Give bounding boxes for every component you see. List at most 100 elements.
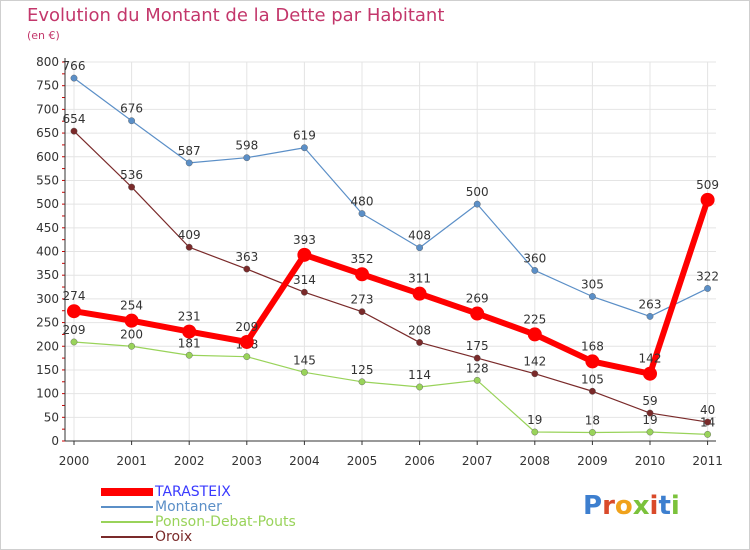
x-tick-label: 2000 [59, 454, 90, 468]
data-point [243, 353, 251, 361]
proxiti-logo: Proxiti [583, 491, 680, 521]
data-point [300, 368, 308, 376]
data-label: 500 [466, 185, 489, 199]
data-point [243, 265, 251, 273]
x-tick-label: 2001 [116, 454, 147, 468]
data-label: 311 [408, 272, 431, 286]
data-point [300, 288, 308, 296]
data-point [531, 428, 539, 436]
data-point [128, 342, 136, 350]
legend-swatch [101, 521, 153, 523]
y-tick-label: 450 [36, 221, 59, 235]
data-label: 363 [235, 250, 258, 264]
x-tick-label: 2007 [462, 454, 493, 468]
legend-label: Montaner [155, 499, 222, 515]
data-label: 360 [523, 251, 546, 265]
data-point [185, 159, 193, 167]
data-label: 168 [581, 339, 604, 353]
data-label: 409 [178, 228, 201, 242]
data-point [646, 409, 654, 417]
data-point [70, 74, 78, 82]
data-point [358, 378, 366, 386]
data-label: 408 [408, 229, 431, 243]
data-point [182, 324, 197, 339]
data-label: 181 [178, 336, 201, 350]
chart-title: Evolution du Montant de la Dette par Hab… [27, 5, 445, 26]
chart-subtitle: (en €) [27, 29, 60, 42]
data-point [473, 376, 481, 384]
data-point [412, 286, 427, 301]
x-tick-label: 2002 [174, 454, 205, 468]
data-point [704, 285, 711, 292]
series-line-oroix [73, 130, 708, 423]
data-label: 142 [639, 352, 662, 366]
data-label: 269 [466, 292, 489, 306]
data-point [128, 183, 136, 191]
data-label: 200 [120, 327, 143, 341]
y-tick-label: 750 [36, 79, 59, 93]
data-label: 509 [696, 178, 719, 192]
legend-label: TARASTEIX [155, 484, 231, 500]
data-label: 263 [639, 297, 662, 311]
series-line-ponson-debat-pouts [73, 341, 708, 435]
data-point [531, 370, 539, 378]
data-label: 314 [293, 273, 316, 287]
data-label: 676 [120, 102, 143, 116]
legend-item: TARASTEIX [101, 485, 361, 500]
y-tick-label: 50 [44, 410, 59, 424]
data-point [124, 313, 139, 328]
data-label: 536 [120, 168, 143, 182]
data-point [128, 117, 136, 125]
series-line-montaner [73, 77, 708, 318]
data-label: 393 [293, 233, 316, 247]
x-tick-label: 2008 [520, 454, 551, 468]
y-tick-label: 550 [36, 173, 59, 187]
data-point [704, 430, 711, 438]
data-point [646, 428, 654, 436]
y-tick-label: 0 [51, 434, 59, 448]
data-label: 305 [581, 278, 604, 292]
legend-item: Ponson-Debat-Pouts [101, 515, 361, 530]
data-label: 209 [63, 323, 86, 337]
x-tick-label: 2010 [635, 454, 666, 468]
data-label: 273 [351, 293, 374, 307]
data-label: 654 [63, 112, 86, 126]
x-tick-label: 2006 [404, 454, 435, 468]
data-label: 18 [585, 413, 600, 427]
y-tick-label: 350 [36, 268, 59, 282]
data-label: 322 [696, 269, 719, 283]
data-point [470, 306, 485, 321]
data-label: 598 [235, 139, 258, 153]
data-point [70, 338, 78, 346]
data-point [416, 383, 423, 391]
x-tick-label: 2004 [289, 454, 320, 468]
data-label: 587 [178, 144, 201, 158]
data-point [589, 387, 596, 395]
data-label: 105 [581, 372, 604, 386]
data-label: 128 [466, 361, 489, 375]
data-point [585, 354, 600, 369]
data-label: 142 [523, 355, 546, 369]
data-point [358, 308, 366, 316]
y-tick-label: 200 [36, 339, 59, 353]
data-point [704, 418, 711, 426]
data-label: 40 [700, 403, 715, 417]
data-label: 254 [120, 299, 143, 313]
x-tick-label: 2011 [692, 454, 723, 468]
data-point [473, 354, 481, 362]
y-tick-label: 400 [36, 245, 59, 259]
y-tick-label: 300 [36, 292, 59, 306]
data-point [297, 247, 312, 262]
data-point [531, 267, 539, 274]
legend-item: Montaner [101, 500, 361, 515]
data-point [70, 127, 78, 135]
legend-swatch [101, 536, 153, 538]
data-point [646, 313, 654, 320]
y-tick-label: 150 [36, 363, 59, 377]
data-label: 175 [466, 339, 489, 353]
data-point [300, 144, 308, 152]
y-tick-label: 500 [36, 197, 59, 211]
x-tick-label: 2009 [577, 454, 608, 468]
